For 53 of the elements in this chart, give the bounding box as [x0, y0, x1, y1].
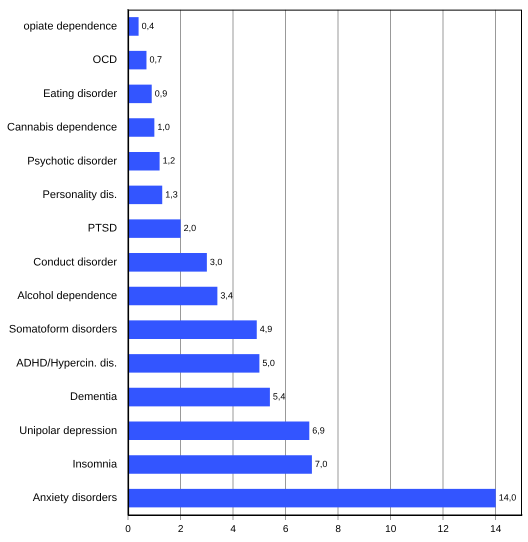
data-label: 0,9 — [154, 88, 168, 98]
bar — [128, 186, 162, 204]
x-tick-label: 10 — [385, 524, 397, 535]
y-tick-label: Dementia — [70, 391, 118, 404]
x-tick-label: 0 — [125, 524, 132, 535]
bar — [128, 422, 310, 440]
y-tick-label: Alcohol dependence — [17, 290, 118, 302]
y-tick-label: OCD — [92, 54, 118, 66]
y-tick-label: Cannabis dependence — [7, 122, 118, 134]
data-label: 7,0 — [314, 458, 328, 469]
bar — [128, 488, 496, 508]
y-tick-label: Somatoform disorders — [8, 324, 118, 336]
bar — [128, 152, 160, 170]
bar — [128, 354, 260, 373]
data-label: 0,7 — [149, 54, 162, 65]
data-label: 1,0 — [157, 122, 170, 132]
bar — [128, 455, 312, 474]
data-label: 2,0 — [184, 223, 196, 234]
y-tick-label: opiate dependence — [24, 20, 118, 32]
data-label: 3,4 — [220, 290, 233, 300]
bar — [128, 84, 152, 104]
data-label: 5,4 — [272, 392, 286, 402]
bar — [128, 286, 218, 306]
data-label: 1,3 — [165, 189, 178, 200]
x-tick-label: 12 — [438, 524, 450, 535]
x-tick-label: 4 — [230, 524, 236, 535]
data-label: 5,0 — [262, 358, 275, 368]
x-tick-label: 8 — [335, 524, 342, 535]
data-label: 3,0 — [210, 256, 222, 267]
y-tick-label: ADHD/Hypercin. dis. — [16, 357, 118, 370]
bar — [128, 253, 207, 272]
y-tick-label: Insomnia — [72, 458, 118, 470]
x-tick-label: 6 — [282, 524, 289, 535]
bar — [128, 50, 146, 70]
y-tick-label: Eating disorder — [43, 88, 118, 100]
y-tick-label: PTSD — [88, 222, 118, 235]
x-tick-label: 14 — [490, 524, 502, 535]
bar — [128, 388, 270, 406]
y-tick-label: Anxiety disorders — [32, 492, 118, 504]
bar — [128, 320, 257, 339]
data-label: 6,9 — [312, 425, 325, 436]
y-tick-label: Personality dis. — [42, 188, 118, 201]
data-label: 0,4 — [142, 20, 154, 31]
data-label: 14,0 — [498, 492, 516, 503]
data-label: 4,9 — [260, 324, 272, 334]
data-label: 1,2 — [162, 156, 176, 166]
y-tick-label: Unipolar depression — [19, 424, 118, 437]
bar — [128, 219, 181, 238]
bar — [128, 17, 139, 36]
bar — [128, 118, 154, 137]
y-tick-label: Conduct disorder — [33, 256, 118, 268]
y-tick-label: Psychotic disorder — [27, 155, 118, 168]
x-tick-label: 2 — [178, 524, 184, 535]
